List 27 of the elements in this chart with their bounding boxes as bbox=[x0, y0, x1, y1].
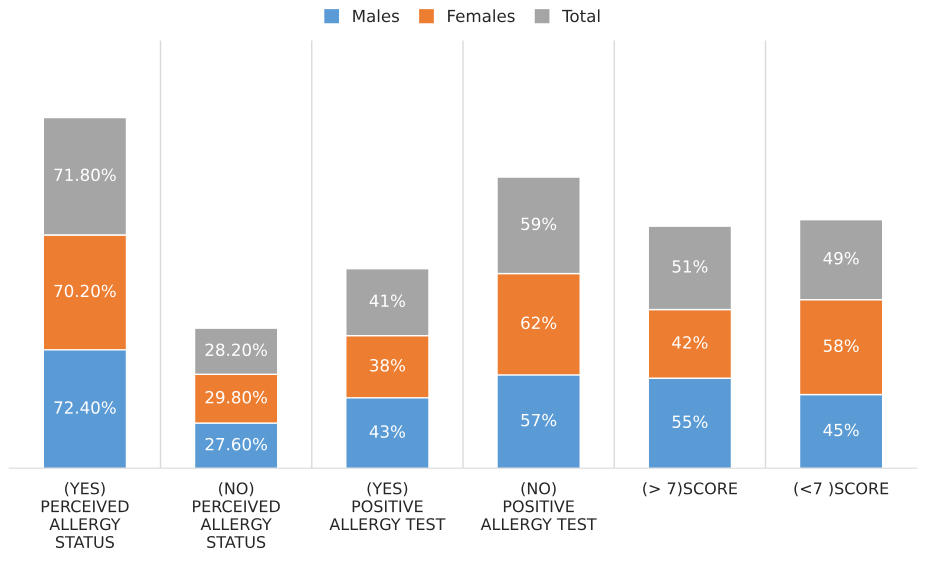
legend-label: Total bbox=[562, 9, 600, 22]
x-tick-label: (NO) PERCEIVED ALLERGY STATUS bbox=[193, 482, 280, 548]
data-label: 72.40% bbox=[54, 401, 116, 414]
data-label: 27.60% bbox=[206, 438, 267, 450]
data-label: 29.80% bbox=[206, 390, 267, 404]
data-label: 57% bbox=[521, 414, 556, 426]
data-label: 51% bbox=[672, 260, 708, 273]
data-label: 58% bbox=[824, 339, 859, 352]
data-label: 38% bbox=[370, 359, 405, 372]
x-tick-label: (YES) POSITIVE ALLERGY TEST bbox=[329, 482, 446, 530]
data-label: 45% bbox=[823, 424, 859, 436]
data-label: 59% bbox=[521, 218, 556, 230]
data-label: 71.80% bbox=[54, 168, 116, 182]
data-label: 49% bbox=[823, 252, 859, 265]
data-label: 28.20% bbox=[206, 343, 267, 356]
data-label: 43% bbox=[370, 425, 405, 438]
x-tick-label: (<7 )SCORE bbox=[794, 482, 888, 496]
data-label: 55% bbox=[672, 415, 708, 428]
x-tick-label: (> 7)SCORE bbox=[643, 482, 737, 496]
data-label: 62% bbox=[521, 316, 556, 330]
x-tick-label: (NO) POSITIVE ALLERGY TEST bbox=[480, 482, 597, 530]
legend-label: Females bbox=[448, 9, 515, 22]
legend-label: Males bbox=[353, 9, 399, 22]
data-label: 42% bbox=[672, 336, 708, 349]
x-tick-label: (YES) PERCEIVED ALLERGY STATUS bbox=[42, 482, 129, 548]
data-label: 41% bbox=[370, 294, 405, 308]
data-label: 70.20% bbox=[54, 284, 116, 298]
